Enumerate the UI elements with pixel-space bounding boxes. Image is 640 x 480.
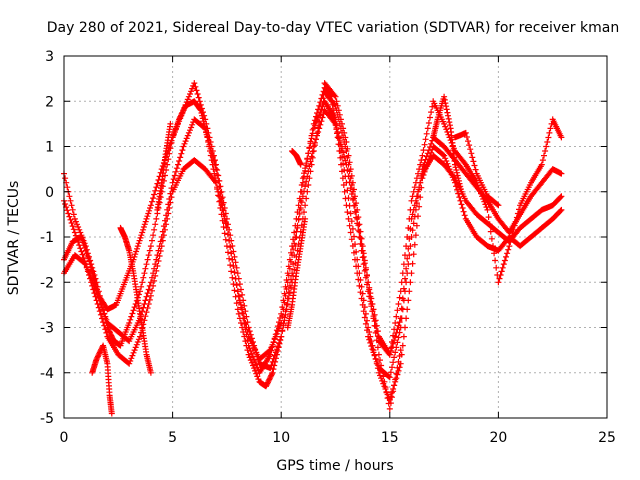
y-tick-label: -4 bbox=[40, 366, 54, 382]
y-tick-label: -3 bbox=[40, 321, 54, 337]
ticks: 0 5 10 15 20 25 -5 -4 -3 -2 -1 0 1 2 3 bbox=[40, 49, 616, 446]
x-axis-label: GPS time / hours bbox=[276, 458, 393, 474]
x-tick-label: 10 bbox=[272, 430, 290, 446]
series-9 bbox=[289, 148, 304, 168]
x-tick-label: 15 bbox=[381, 430, 399, 446]
x-tick-label: 25 bbox=[598, 430, 616, 446]
series-5-markers bbox=[89, 342, 115, 417]
series-11-markers bbox=[430, 93, 465, 195]
y-tick-label: -2 bbox=[40, 275, 54, 291]
y-tick-label: -5 bbox=[40, 411, 54, 427]
chart-title: Day 280 of 2021, Sidereal Day-to-day VTE… bbox=[47, 20, 619, 36]
series-12-markers bbox=[452, 129, 502, 209]
series-8 bbox=[284, 215, 309, 331]
x-tick-label: 5 bbox=[168, 430, 177, 446]
series-7-markers bbox=[154, 120, 174, 213]
y-tick-label: -1 bbox=[40, 230, 54, 246]
series-10 bbox=[321, 80, 404, 412]
x-tick-label: 20 bbox=[489, 430, 507, 446]
y-tick-label: 0 bbox=[45, 185, 54, 201]
y-tick-label: 1 bbox=[45, 140, 54, 156]
series-9-markers bbox=[289, 148, 304, 168]
series-10-markers bbox=[321, 80, 404, 412]
series-5 bbox=[89, 342, 115, 417]
series-7 bbox=[154, 120, 174, 213]
x-tick-label: 0 bbox=[60, 430, 69, 446]
series-12 bbox=[452, 129, 502, 209]
series-11 bbox=[430, 93, 465, 195]
y-tick-label: 3 bbox=[45, 49, 54, 65]
series-6-markers bbox=[117, 224, 154, 376]
y-tick-label: 2 bbox=[45, 94, 54, 110]
y-axis-label: SDTVAR / TECUs bbox=[6, 181, 22, 296]
series-6 bbox=[117, 224, 154, 376]
data-points bbox=[61, 80, 565, 417]
series-8-markers bbox=[284, 215, 309, 331]
